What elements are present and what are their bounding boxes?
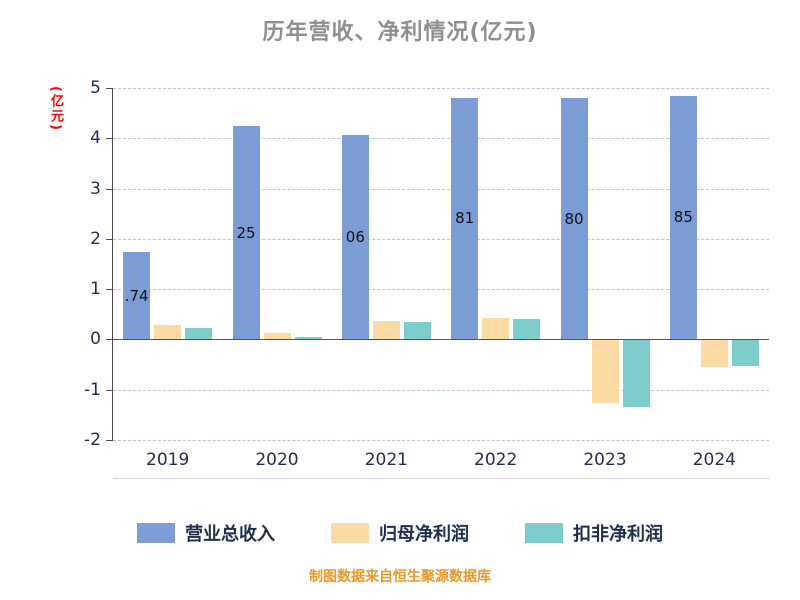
- x-tick-label: 2022: [474, 450, 518, 470]
- y-tick-label: -2: [84, 430, 101, 450]
- gridline: [113, 389, 769, 391]
- gridline: [113, 289, 769, 291]
- legend-swatch-net-profit-icon: [331, 523, 369, 543]
- plot-area: 5 4 3 2 1 0 -1 -2 2019 .74 2020 25 2021 06 2022 81 2023 8…: [84, 78, 769, 479]
- legend-swatch-deducted-profit-icon: [525, 523, 563, 543]
- y-axis-unit-label: (亿元): [48, 86, 63, 132]
- bar-value-label: .74: [124, 286, 149, 305]
- y-tick-label: 2: [90, 228, 101, 249]
- bar-value-label: 85: [673, 208, 693, 227]
- gridline: [113, 88, 769, 89]
- bar-deducted_profit-2019: [185, 328, 213, 340]
- bar-value-label: 25: [236, 223, 256, 242]
- bar-net_profit-2022: [482, 317, 510, 340]
- y-tick-label: 1: [90, 279, 101, 300]
- zero-line: [113, 339, 769, 341]
- legend-item-deducted-profit[interactable]: 扣非净利润: [525, 520, 663, 546]
- legend-swatch-revenue-icon: [137, 523, 175, 543]
- x-tick-label: 2023: [583, 450, 627, 470]
- bar-revenue-2022: [451, 97, 479, 340]
- y-tick-label: -1: [84, 379, 101, 400]
- y-tick-label: 0: [90, 329, 101, 350]
- y-tick-mark: [106, 289, 113, 291]
- bar-deducted_profit-2020: [294, 336, 322, 340]
- bar-revenue-2019: [123, 251, 151, 340]
- bar-value-label: 06: [345, 228, 365, 247]
- bar-revenue-2023: [560, 98, 588, 340]
- legend-label-net-profit: 归母净利润: [379, 524, 469, 545]
- y-tick-mark: [106, 238, 113, 240]
- bar-net_profit-2020: [263, 333, 291, 340]
- gridline: [113, 138, 769, 140]
- bar-net_profit-2023: [591, 340, 619, 404]
- gridline: [113, 188, 769, 190]
- y-tick-mark: [106, 88, 113, 89]
- bar-revenue-2020: [232, 125, 260, 340]
- legend-label-deducted-profit: 扣非净利润: [573, 524, 663, 545]
- data-source-note: 制图数据来自恒生聚源数据库: [309, 569, 491, 585]
- x-tick-label: 2024: [692, 450, 736, 470]
- bar-net_profit-2019: [154, 325, 182, 340]
- gridline: [113, 440, 769, 441]
- bar-deducted_profit-2024: [731, 340, 759, 366]
- y-tick-mark: [106, 188, 113, 190]
- chart-title: 历年营收、净利情况(亿元): [262, 20, 538, 45]
- legend-label-revenue: 营业总收入: [185, 524, 275, 545]
- bar-deducted_profit-2023: [622, 340, 650, 407]
- legend-item-net-profit[interactable]: 归母净利润: [331, 520, 469, 546]
- legend: 营业总收入 归母净利润 扣非净利润: [0, 520, 800, 546]
- bar-net_profit-2024: [700, 340, 728, 367]
- y-tick-mark: [106, 440, 113, 441]
- y-tick-label: 3: [90, 178, 101, 199]
- y-tick-label: 5: [90, 78, 101, 98]
- gridline: [113, 238, 769, 240]
- bar-net_profit-2021: [372, 321, 400, 340]
- x-tick-label: 2020: [255, 450, 299, 470]
- y-tick-mark: [106, 339, 113, 341]
- bar-revenue-2021: [341, 135, 369, 340]
- x-tick-label: 2019: [146, 450, 190, 470]
- bar-deducted_profit-2022: [513, 318, 541, 340]
- x-tick-label: 2021: [364, 450, 408, 470]
- x-axis-line: [113, 478, 769, 479]
- y-tick-mark: [106, 389, 113, 391]
- bar-value-label: 81: [455, 209, 475, 228]
- y-tick-label: 4: [90, 128, 101, 149]
- y-tick-mark: [106, 138, 113, 140]
- legend-item-revenue[interactable]: 营业总收入: [137, 520, 275, 546]
- bar-deducted_profit-2021: [403, 322, 431, 340]
- bar-value-label: 80: [564, 209, 584, 228]
- bar-revenue-2024: [669, 95, 697, 340]
